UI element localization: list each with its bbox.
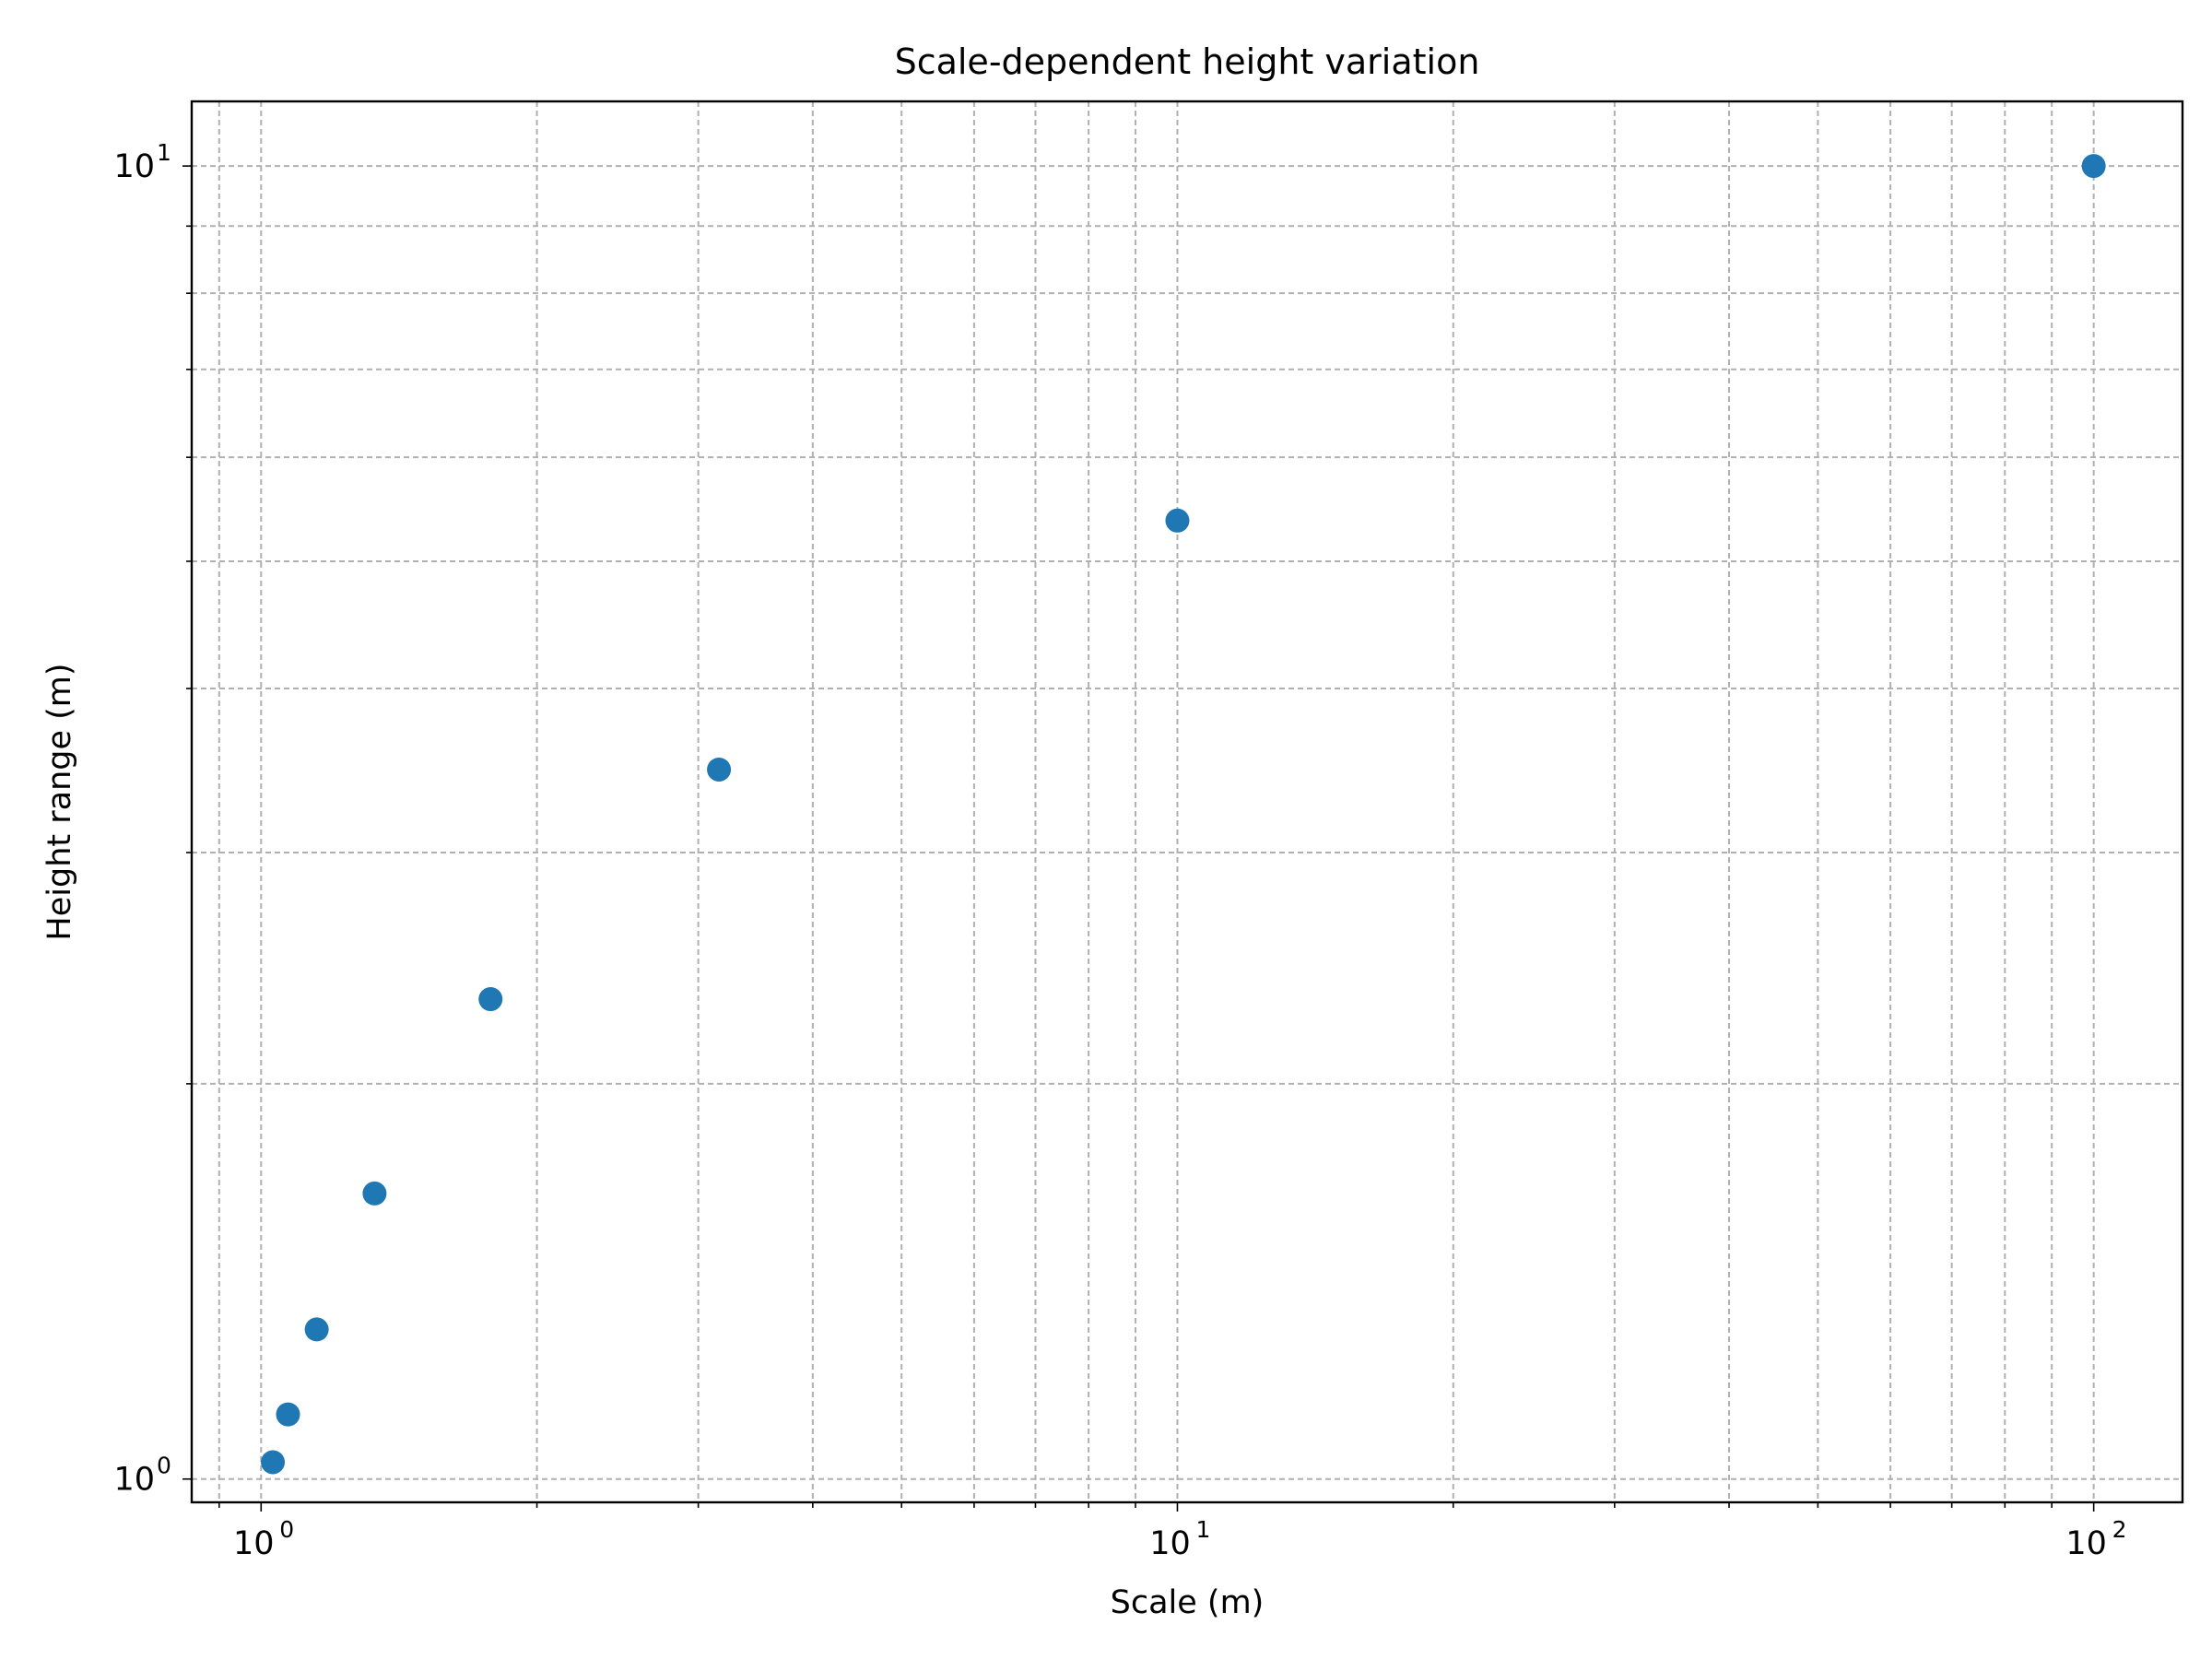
x-tick-label: 10 (2065, 1525, 2107, 1562)
data-point (261, 1450, 286, 1475)
data-point (707, 757, 732, 782)
y-axis-label: Height range (m) (41, 663, 78, 940)
data-point (362, 1181, 387, 1206)
data-point (276, 1402, 300, 1427)
grid-layer (192, 101, 2183, 1502)
points-layer (261, 154, 2106, 1475)
ticks-layer: 10 0 10 1 10 210 010 1 (113, 139, 2126, 1562)
y-tick-label: 10 (113, 1462, 155, 1499)
y-tick-label: 10 (113, 148, 155, 185)
x-axis-label: Scale (m) (1111, 1584, 1265, 1621)
data-point (478, 987, 503, 1012)
x-tick-exponent: 2 (2112, 1516, 2127, 1543)
plot-frame (190, 100, 2184, 1504)
x-tick-label: 10 (233, 1525, 275, 1562)
chart-title: Scale-dependent height variation (895, 41, 1480, 82)
x-tick-exponent: 1 (1195, 1516, 1210, 1543)
y-tick-exponent: 1 (157, 139, 171, 166)
y-tick-exponent: 0 (157, 1453, 171, 1479)
data-point (2081, 154, 2106, 179)
x-tick-label: 10 (1149, 1525, 1191, 1562)
data-point (304, 1317, 329, 1342)
data-point (1165, 508, 1190, 533)
x-tick-exponent: 0 (279, 1516, 294, 1543)
